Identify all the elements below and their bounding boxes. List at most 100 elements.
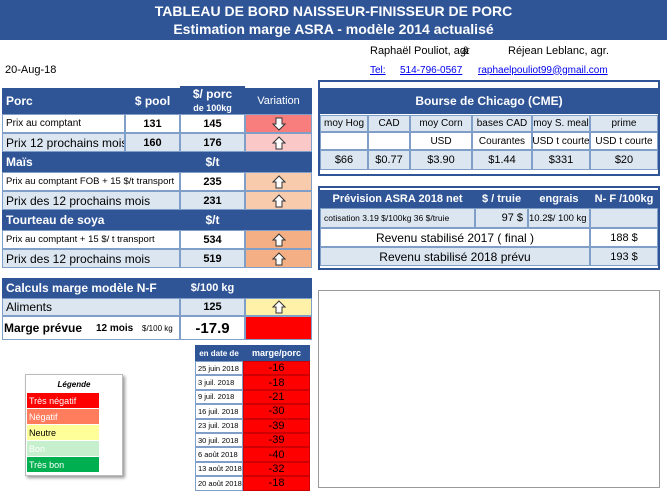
header: $/100 kg xyxy=(180,278,245,298)
variation-arrow xyxy=(245,172,312,191)
legend-item: Négatif xyxy=(27,409,99,425)
header: $ / truie xyxy=(475,190,528,208)
date: 6 août 2018 xyxy=(195,447,243,462)
revenu-value: 193 $ xyxy=(590,247,658,266)
row-label: Prix des 12 prochains mois xyxy=(2,191,180,210)
unit-cell xyxy=(368,132,410,150)
quote: $66 xyxy=(320,150,368,170)
quote: $3.90 xyxy=(410,150,472,170)
legend-item: Très bon xyxy=(27,457,99,473)
cotisation: cotisation 3.19 $/100kg 36 $/truie xyxy=(320,208,475,228)
row-label: Marge prévue xyxy=(4,321,83,335)
row-label: Prix au comptant xyxy=(2,114,125,133)
header: $/ porc xyxy=(180,86,245,102)
margin-value: -40 xyxy=(243,447,310,462)
arrow-icon xyxy=(271,232,286,246)
margin-value: -32 xyxy=(243,461,310,477)
engrais: 10.2$/ 100 kg xyxy=(528,208,590,228)
legend-item: Neutre xyxy=(27,425,99,441)
pool: 131 xyxy=(125,114,180,133)
blank xyxy=(590,208,658,228)
header: marge/porc xyxy=(243,345,310,361)
value xyxy=(245,316,312,340)
value: 125 xyxy=(180,298,245,316)
variation-arrow xyxy=(245,114,312,133)
and: & xyxy=(462,45,470,57)
column-header: CAD xyxy=(368,115,410,132)
panel xyxy=(318,186,660,270)
header xyxy=(245,278,312,298)
date: 9 juil. 2018 xyxy=(195,389,243,405)
date: 13 août 2018 xyxy=(195,461,243,477)
column-header: bases CAD xyxy=(472,115,532,132)
header: N- F /100kg xyxy=(590,190,658,208)
arrow-icon xyxy=(271,174,286,188)
value: 534 xyxy=(180,230,245,249)
quote: $331 xyxy=(532,150,590,170)
row-label: 12 mois xyxy=(96,322,134,334)
row-label: Prix au comptant + 15 $/ t transport xyxy=(2,230,180,249)
value: -17.9 xyxy=(180,316,245,340)
legend-item: Bon xyxy=(27,441,99,457)
title-band xyxy=(0,0,667,40)
column-header: prime xyxy=(590,115,658,132)
porc: 145 xyxy=(180,114,245,133)
column-header: moy Corn xyxy=(410,115,472,132)
header: $ pool xyxy=(125,88,180,114)
margin-value: -21 xyxy=(243,389,310,405)
author: Raphaël Pouliot, agr. xyxy=(370,45,470,57)
unit-cell: USD t courte xyxy=(532,132,590,150)
tel: 514-796-0567 xyxy=(400,64,463,76)
header: Variation xyxy=(245,88,312,114)
margin-value: -18 xyxy=(243,476,310,491)
truie: 97 $ xyxy=(475,208,528,228)
header: Prévision ASRA 2018 net xyxy=(320,190,475,208)
margin-value: -30 xyxy=(243,404,310,419)
legend-title: Légende xyxy=(57,379,91,389)
date: 23 juil. 2018 xyxy=(195,418,243,433)
row-label: Prix au comptant FOB + 15 $/t transport xyxy=(2,172,180,191)
variation-arrow xyxy=(245,249,312,268)
revenu-label: Revenu stabilisé 2018 prévu xyxy=(320,247,590,266)
header: de 100kg xyxy=(180,102,245,114)
chart-frame xyxy=(318,290,660,488)
arrow-icon xyxy=(271,135,286,149)
quote: $1.44 xyxy=(472,150,532,170)
title: TABLEAU DE BORD NAISSEUR-FINISSEUR DE PO… xyxy=(154,3,513,19)
variation-arrow xyxy=(245,230,312,249)
margin-value: -16 xyxy=(243,361,310,376)
row-label: $/100 kg xyxy=(142,323,173,333)
value: 519 xyxy=(180,249,245,268)
header: $/t xyxy=(180,210,245,230)
date: 25 juin 2018 xyxy=(195,361,243,376)
row-label: Prix des 12 prochains mois xyxy=(2,249,180,268)
quote: $0.77 xyxy=(368,150,410,170)
date: 20-Aug-18 xyxy=(5,64,57,76)
revenu-label: Revenu stabilisé 2017 ( final ) xyxy=(320,228,590,247)
unit-cell xyxy=(320,132,368,150)
row-frame xyxy=(2,316,180,340)
margin-value: -39 xyxy=(243,433,310,448)
header: Calculs marge modèle N-F xyxy=(2,278,180,298)
pool: 160 xyxy=(125,133,180,152)
header xyxy=(245,152,312,172)
arrow-icon xyxy=(271,193,286,207)
revenu-value: 188 $ xyxy=(590,228,658,247)
unit-cell: Courantes xyxy=(472,132,532,150)
panel-title: Bourse de Chicago (CME) xyxy=(320,88,658,114)
date: 3 juil. 2018 xyxy=(195,375,243,390)
email: raphaelpouliot99@gmail.com xyxy=(478,64,608,76)
header: en date de xyxy=(195,345,243,361)
row-label: Prix 12 prochains mois xyxy=(2,133,125,152)
arrow-icon xyxy=(271,117,286,131)
header: Porc xyxy=(2,88,125,114)
value: 231 xyxy=(180,191,245,210)
header: $/t xyxy=(180,152,245,172)
subtitle: Estimation marge ASRA - modèle 2014 actu… xyxy=(173,21,494,37)
margin-value: -18 xyxy=(243,375,310,390)
value: 235 xyxy=(180,172,245,191)
tel-label: Tel: xyxy=(370,64,386,76)
legend-item: Très négatif xyxy=(27,393,99,409)
header xyxy=(245,210,312,230)
author: Réjean Leblanc, agr. xyxy=(508,45,609,57)
